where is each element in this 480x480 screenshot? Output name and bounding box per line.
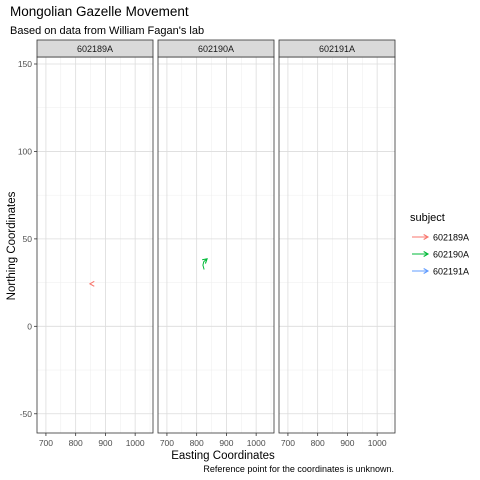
facet-strip [157, 39, 275, 58]
series-arrowhead [423, 234, 430, 240]
series-602190A [202, 258, 208, 270]
facet-panel-602190A: 602190A 700 800 900 1000 [157, 39, 275, 448]
panel-border [157, 56, 275, 434]
x-tick-label: 1000 [368, 438, 387, 448]
x-tick-label: 700 [281, 438, 295, 448]
x-tick-label: 800 [190, 438, 204, 448]
chart-subtitle: Based on data from William Fagan's lab [10, 25, 204, 37]
y-tick-label: 0 [27, 321, 32, 331]
series-line [202, 258, 208, 270]
legend-label: 602191A [433, 267, 469, 277]
y-axis-label: Northing Coordinates [6, 191, 18, 300]
legend-label: 602190A [433, 250, 469, 260]
facet-panel-602189A: 602189A 700 800 900 1000 [36, 39, 154, 448]
legend-label: 602189A [433, 233, 469, 243]
x-axis-label: Easting Coordinates [171, 450, 275, 462]
facet-strip [278, 39, 396, 58]
facet-strip-label: 602190A [198, 44, 234, 54]
series-arrowhead [88, 280, 95, 287]
series-arrowhead [202, 258, 208, 264]
x-tick-label: 900 [340, 438, 354, 448]
x-tick-label: 1000 [247, 438, 266, 448]
facet-panel-602191A: 602191A 700 800 900 1000 [278, 39, 396, 448]
series-arrowhead [423, 268, 430, 274]
x-tick-label: 800 [69, 438, 83, 448]
y-tick-label: 150 [18, 59, 32, 69]
legend: subject 602189A 602190A 602191A [410, 212, 469, 277]
x-tick-label: 900 [98, 438, 112, 448]
legend-title: subject [410, 212, 445, 224]
facet-strip-label: 602189A [77, 44, 113, 54]
chart-caption: Reference point for the coordinates is u… [203, 464, 394, 474]
legend-entry-602189A: 602189A [412, 233, 469, 243]
legend-entry-602191A: 602191A [412, 267, 469, 277]
panel-border [36, 56, 154, 434]
legend-entry-602190A: 602190A [412, 250, 469, 260]
y-tick-label: 50 [23, 234, 33, 244]
panel-border [278, 56, 396, 434]
y-tick-label: 100 [18, 146, 32, 156]
x-tick-label: 700 [39, 438, 53, 448]
series-602189A [88, 280, 95, 287]
chart-title: Mongolian Gazelle Movement [10, 4, 189, 19]
y-tick-label: -50 [20, 409, 33, 419]
facet-strip-label: 602191A [319, 44, 355, 54]
y-axis: -50 0 50 100 150 [18, 59, 37, 419]
x-tick-label: 800 [311, 438, 325, 448]
x-tick-label: 700 [160, 438, 174, 448]
x-tick-label: 900 [219, 438, 233, 448]
series-arrowhead [423, 251, 430, 257]
x-tick-label: 1000 [126, 438, 145, 448]
facet-strip [36, 39, 154, 58]
facet-panels: 602189A 700 800 900 1000 602190A 700 800 900 1000… [36, 39, 396, 448]
